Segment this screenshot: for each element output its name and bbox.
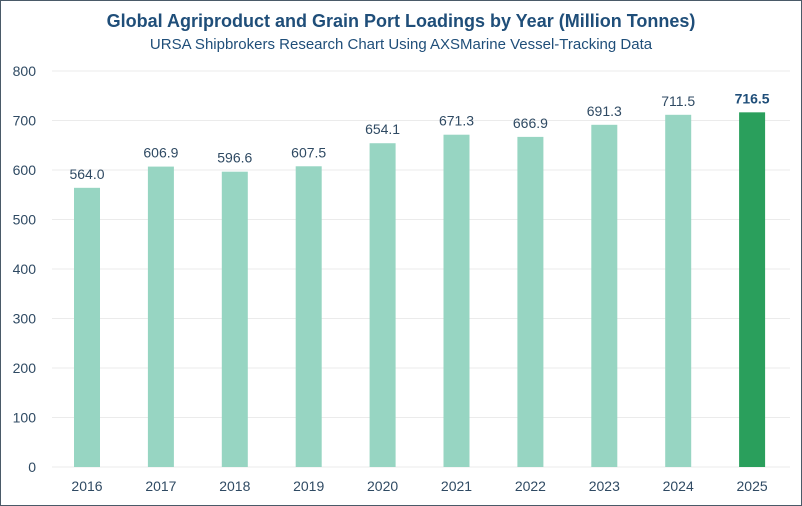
y-tick-label: 100 (13, 410, 37, 426)
y-tick-label: 700 (13, 113, 37, 129)
data-label: 691.3 (587, 103, 622, 119)
bar-2024 (665, 114, 692, 468)
x-tick-label: 2024 (663, 478, 694, 494)
data-label: 606.9 (143, 145, 178, 161)
y-tick-label: 400 (13, 261, 37, 277)
chart-title: Global Agriproduct and Grain Port Loadin… (106, 11, 696, 31)
x-tick-label: 2019 (293, 478, 324, 494)
data-label: 671.3 (439, 113, 474, 129)
x-tick-label: 2022 (515, 478, 546, 494)
x-tick-label: 2025 (737, 478, 768, 494)
bar-2017 (147, 166, 174, 467)
x-tick-label: 2016 (71, 478, 102, 494)
data-label: 711.5 (661, 93, 695, 109)
data-label: 716.5 (735, 90, 770, 106)
y-tick-label: 600 (13, 162, 37, 178)
y-tick-label: 800 (13, 63, 37, 79)
bar-2020 (369, 143, 396, 467)
chart-subtitle: URSA Shipbrokers Research Chart Using AX… (149, 36, 653, 53)
data-label: 564.0 (69, 166, 104, 182)
y-tick-label: 300 (13, 311, 37, 327)
data-label: 654.1 (365, 121, 400, 137)
bar-2019 (295, 166, 322, 467)
y-tick-label: 200 (13, 360, 37, 376)
bar-2025 (739, 112, 766, 468)
bar-2021 (443, 134, 470, 468)
bar-2016 (74, 187, 100, 467)
data-label: 666.9 (513, 115, 548, 131)
x-tick-label: 2020 (367, 478, 398, 494)
x-tick-label: 2021 (441, 478, 472, 494)
data-label: 607.5 (291, 144, 326, 160)
x-tick-label: 2018 (219, 478, 250, 494)
y-tick-label: 500 (13, 212, 37, 228)
data-label: 596.6 (217, 150, 252, 166)
bar-2022 (517, 136, 544, 467)
x-tick-label: 2023 (589, 478, 620, 494)
x-tick-label: 2017 (145, 478, 176, 494)
y-tick-label: 0 (28, 459, 36, 475)
bar-2023 (591, 124, 618, 467)
bar-2018 (221, 171, 248, 468)
